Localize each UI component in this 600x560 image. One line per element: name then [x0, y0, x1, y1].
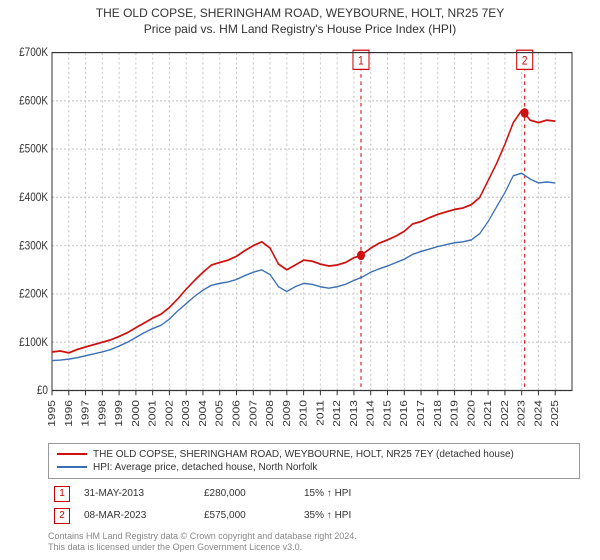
svg-text:2017: 2017 — [416, 400, 427, 427]
svg-text:2024: 2024 — [533, 400, 544, 427]
legend-row-0: THE OLD COPSE, SHERINGHAM ROAD, WEYBOURN… — [57, 448, 571, 461]
svg-text:1997: 1997 — [80, 400, 91, 427]
license-line1: Contains HM Land Registry data © Crown c… — [48, 531, 580, 543]
legend-swatch-1 — [57, 466, 87, 468]
marker-delta-1: 35% ↑ HPI — [298, 505, 580, 527]
svg-text:2003: 2003 — [181, 400, 192, 427]
marker-date-1: 08-MAR-2023 — [78, 505, 198, 527]
marker-badge-0: 1 — [54, 486, 70, 502]
svg-text:1999: 1999 — [114, 400, 125, 427]
license-block: Contains HM Land Registry data © Crown c… — [48, 531, 580, 554]
svg-text:£200K: £200K — [19, 288, 48, 301]
legend-box: THE OLD COPSE, SHERINGHAM ROAD, WEYBOURN… — [48, 443, 580, 479]
svg-text:2: 2 — [522, 55, 528, 68]
svg-text:2005: 2005 — [215, 400, 226, 427]
svg-text:2001: 2001 — [147, 400, 158, 427]
svg-text:1998: 1998 — [97, 400, 108, 427]
svg-text:2022: 2022 — [500, 400, 511, 427]
legend-swatch-0 — [57, 453, 87, 455]
svg-text:£100K: £100K — [19, 336, 48, 349]
svg-text:£0: £0 — [37, 385, 48, 398]
marker-row-1: 2 08-MAR-2023 £575,000 35% ↑ HPI — [48, 505, 580, 527]
marker-delta-0: 15% ↑ HPI — [298, 483, 580, 505]
svg-text:2025: 2025 — [550, 400, 561, 427]
chart-container: THE OLD COPSE, SHERINGHAM ROAD, WEYBOURN… — [0, 0, 600, 560]
title-line2: Price paid vs. HM Land Registry's House … — [0, 22, 600, 38]
svg-text:1995: 1995 — [47, 400, 58, 427]
svg-text:2014: 2014 — [366, 400, 377, 427]
svg-text:2018: 2018 — [433, 400, 444, 427]
svg-text:2012: 2012 — [332, 400, 343, 427]
title-line1: THE OLD COPSE, SHERINGHAM ROAD, WEYBOURN… — [0, 6, 600, 22]
svg-text:2021: 2021 — [483, 400, 494, 427]
svg-text:2020: 2020 — [466, 400, 477, 427]
svg-text:2016: 2016 — [399, 400, 410, 427]
legend-label-0: THE OLD COPSE, SHERINGHAM ROAD, WEYBOURN… — [93, 449, 514, 460]
svg-text:£300K: £300K — [19, 240, 48, 253]
svg-text:£500K: £500K — [19, 143, 48, 156]
chart-svg: £0 £100K £200K £300K £400K £500K £600K £700K 199… — [8, 43, 580, 438]
svg-text:2002: 2002 — [164, 400, 175, 427]
svg-text:2023: 2023 — [517, 400, 528, 427]
marker-badge-1: 2 — [54, 508, 70, 524]
legend-row-1: HPI: Average price, detached house, Nort… — [57, 461, 571, 474]
svg-text:2007: 2007 — [248, 400, 259, 427]
svg-text:2000: 2000 — [131, 400, 142, 427]
plot-area: £0 £100K £200K £300K £400K £500K £600K £700K 199… — [8, 43, 580, 438]
svg-text:1: 1 — [358, 55, 364, 68]
markers-table: 1 31-MAY-2013 £280,000 15% ↑ HPI 2 08-MA… — [48, 483, 580, 527]
svg-text:2004: 2004 — [198, 400, 209, 427]
svg-text:2015: 2015 — [382, 400, 393, 427]
svg-text:2008: 2008 — [265, 400, 276, 427]
svg-text:£700K: £700K — [19, 47, 48, 60]
title-block: THE OLD COPSE, SHERINGHAM ROAD, WEYBOURN… — [0, 0, 600, 39]
svg-text:2013: 2013 — [349, 400, 360, 427]
svg-text:2011: 2011 — [315, 400, 326, 426]
marker-price-0: £280,000 — [198, 483, 298, 505]
svg-text:2006: 2006 — [231, 400, 242, 427]
legend-label-1: HPI: Average price, detached house, Nort… — [93, 462, 317, 473]
marker-row-0: 1 31-MAY-2013 £280,000 15% ↑ HPI — [48, 483, 580, 505]
svg-text:£600K: £600K — [19, 95, 48, 108]
marker-price-1: £575,000 — [198, 505, 298, 527]
svg-text:2009: 2009 — [282, 400, 293, 427]
svg-text:£400K: £400K — [19, 191, 48, 204]
svg-text:2010: 2010 — [298, 400, 309, 427]
license-line2: This data is licensed under the Open Gov… — [48, 542, 580, 554]
svg-text:1996: 1996 — [64, 400, 75, 427]
marker-date-0: 31-MAY-2013 — [78, 483, 198, 505]
svg-text:2019: 2019 — [449, 400, 460, 427]
